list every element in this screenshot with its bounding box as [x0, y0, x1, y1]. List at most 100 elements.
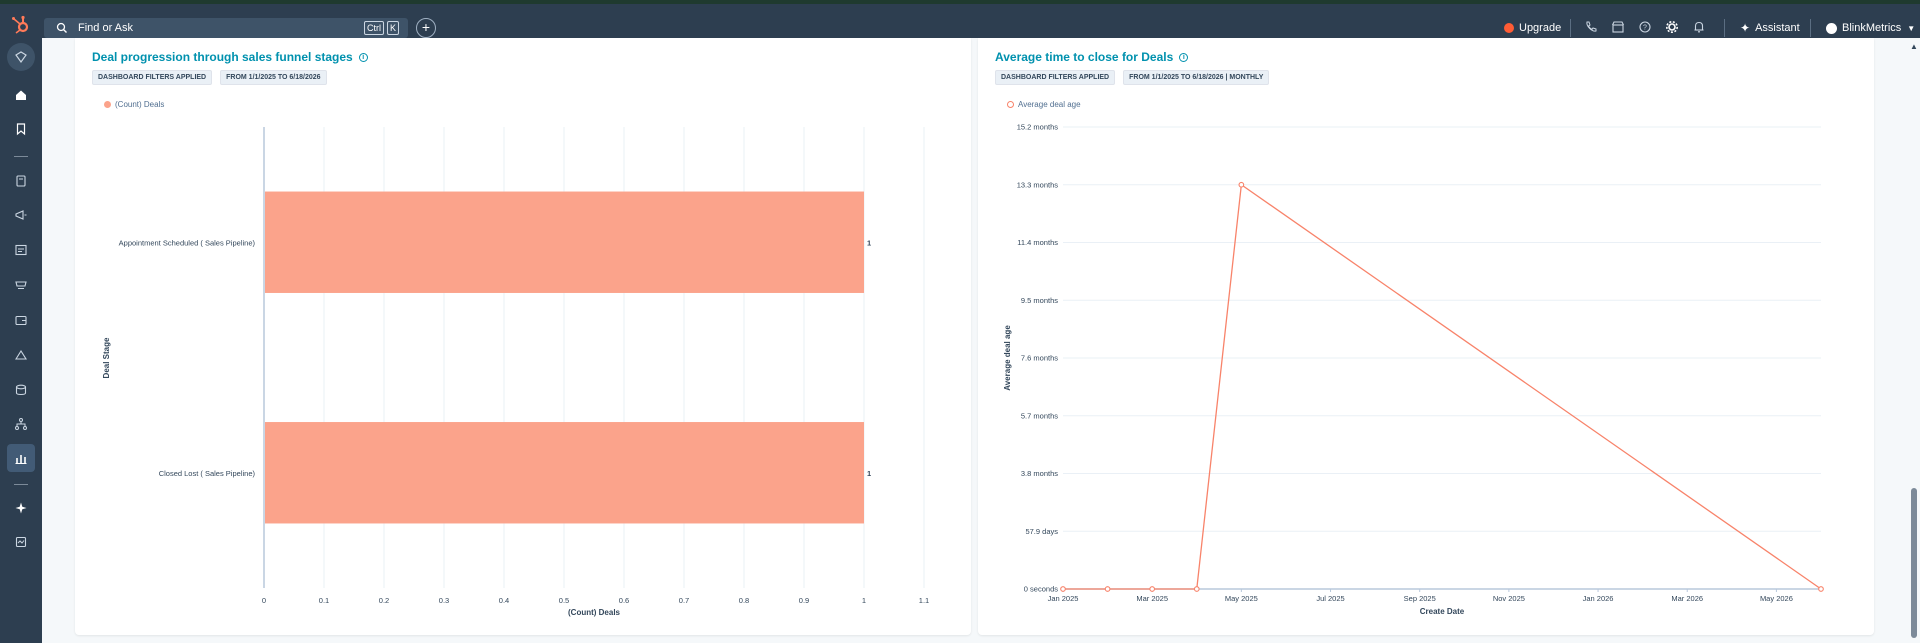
filter-tag-dashboard[interactable]: DASHBOARD FILTERS APPLIED	[995, 70, 1116, 85]
help-icon[interactable]: ?	[1638, 20, 1652, 34]
info-icon[interactable]: i	[358, 52, 368, 62]
scrollbar-thumb[interactable]	[1911, 488, 1917, 638]
bar-chart-icon	[15, 455, 27, 464]
marketplace-icon[interactable]	[1611, 20, 1625, 34]
chevron-down-icon: ▼	[1907, 23, 1916, 33]
filter-tag-date-range[interactable]: FROM 1/1/2025 TO 6/18/2026	[220, 70, 327, 85]
y-axis-title: Average deal age	[1003, 325, 1012, 391]
sidebar-item-data[interactable]	[7, 376, 35, 404]
sidebar-divider	[14, 156, 28, 157]
store-icon	[15, 281, 27, 289]
chart-legend[interactable]: (Count) Deals	[104, 100, 164, 109]
sidebar-item-sales[interactable]	[7, 306, 35, 334]
filter-tag-dashboard[interactable]: DASHBOARD FILTERS APPLIED	[92, 70, 213, 85]
report-card-deal-progression: Deal progression through sales funnel st…	[75, 38, 971, 635]
bookmark-star-icon	[15, 51, 27, 64]
x-tick-label: May 2025	[1225, 594, 1258, 603]
x-tick-label: 0.9	[799, 596, 809, 605]
x-tick-label: 0.8	[739, 596, 749, 605]
bar-chart: 0 0.1 0.2 0.3 0.4 0.5 0.6 0.7 0.8 0.9 1 1.1 Appointm…	[102, 127, 929, 617]
data-point	[1818, 586, 1824, 592]
info-icon[interactable]: i	[1179, 52, 1189, 62]
series-line	[1063, 183, 1822, 590]
sidebar-divider	[14, 484, 28, 485]
sidebar-item-bookmarks[interactable]	[7, 115, 35, 143]
create-new-button[interactable]: +	[416, 18, 436, 38]
x-tick-label: 0.2	[379, 596, 389, 605]
filter-tag-date-range[interactable]: FROM 1/1/2025 TO 6/18/2026 | MONTHLY	[1123, 70, 1270, 85]
report-title-text: Deal progression through sales funnel st…	[92, 50, 353, 64]
sidebar-item-home[interactable]	[7, 81, 35, 109]
y-tick-label: 9.5 months	[1021, 296, 1058, 305]
data-label: 1	[867, 238, 871, 247]
assistant-button[interactable]: ✦ Assistant	[1740, 19, 1800, 37]
sidebar-item-ai[interactable]	[7, 494, 35, 522]
x-tick-label: Sep 2025	[1404, 594, 1436, 603]
x-tick-label: Mar 2026	[1671, 594, 1703, 603]
sidebar-item-marketing[interactable]	[7, 201, 35, 229]
phone-icon[interactable]	[1584, 20, 1598, 34]
sparkle-icon: ✦	[1740, 21, 1751, 35]
x-tick-label: May 2026	[1760, 594, 1793, 603]
search-bar[interactable]: Find or Ask Ctrl K	[44, 18, 408, 38]
sidebar-item-service[interactable]	[7, 341, 35, 369]
sidebar-item-contacts[interactable]	[7, 167, 35, 195]
workflow-icon	[15, 418, 27, 430]
assistant-label: Assistant	[1755, 22, 1800, 34]
upgrade-label: Upgrade	[1519, 22, 1562, 34]
sidebar-item-bookmark-shortcuts[interactable]	[7, 43, 35, 71]
y-tick-label: 5.7 months	[1021, 411, 1058, 420]
report-card-average-time-to-close: Average time to close for Deals i DASHBO…	[978, 38, 1874, 635]
bar	[265, 191, 864, 293]
shortcut-k-key: K	[387, 21, 400, 35]
content-icon	[15, 244, 27, 256]
account-name: BlinkMetrics	[1842, 22, 1902, 34]
x-tick-label: Jan 2025	[1048, 594, 1079, 603]
report-title[interactable]: Deal progression through sales funnel st…	[92, 50, 368, 64]
x-tick-label: 0.4	[499, 596, 509, 605]
x-tick-label: Mar 2025	[1136, 594, 1168, 603]
page-scrollbar[interactable]: ▲	[1908, 38, 1920, 643]
dashboard-content: Deal progression through sales funnel st…	[42, 38, 1908, 643]
account-menu[interactable]: BlinkMetrics ▼	[1826, 19, 1915, 37]
x-tick-label: 0.1	[319, 596, 329, 605]
sidebar-item-more[interactable]	[7, 528, 35, 556]
data-point	[1149, 586, 1156, 592]
x-tick-label: 0.6	[619, 596, 629, 605]
sidebar-item-automation[interactable]	[7, 410, 35, 438]
scroll-up-icon[interactable]: ▲	[1910, 42, 1918, 51]
hubspot-logo-icon[interactable]	[10, 14, 32, 36]
x-tick-label: 1.1	[919, 596, 929, 605]
legend-label: Average deal age	[1018, 100, 1081, 109]
topbar-divider	[1724, 19, 1725, 37]
x-axis-title: (Count) Deals	[568, 608, 621, 617]
report-title-text: Average time to close for Deals	[995, 50, 1174, 64]
x-tick-label: 0.5	[559, 596, 569, 605]
app-switcher-icon	[15, 536, 27, 548]
line-chart: 0 seconds 57.9 days 3.8 months 5.7 months 7.…	[1003, 123, 1824, 616]
database-icon	[15, 384, 27, 396]
report-filter-tags: DASHBOARD FILTERS APPLIED FROM 1/1/2025 …	[995, 70, 1270, 85]
notifications-bell-icon[interactable]	[1692, 20, 1706, 34]
y-category-label: Closed Lost ( Sales Pipeline)	[159, 469, 256, 478]
legend-label: (Count) Deals	[115, 100, 165, 109]
upgrade-button[interactable]: Upgrade	[1504, 19, 1561, 37]
avatar	[1826, 22, 1837, 34]
wallet-icon	[15, 315, 27, 326]
y-tick-label: 57.9 days	[1025, 527, 1058, 536]
sidebar-item-reporting[interactable]	[7, 444, 35, 472]
y-tick-label: 11.4 months	[1017, 238, 1058, 247]
sidebar-item-commerce[interactable]	[7, 271, 35, 299]
settings-gear-icon[interactable]	[1665, 20, 1679, 34]
report-filter-tags: DASHBOARD FILTERS APPLIED FROM 1/1/2025 …	[92, 70, 327, 85]
bar	[265, 422, 864, 524]
y-tick-label: 7.6 months	[1021, 354, 1058, 363]
x-tick-label: Jan 2026	[1583, 594, 1614, 603]
y-tick-label: 0 seconds	[1024, 585, 1058, 594]
report-title[interactable]: Average time to close for Deals i	[995, 50, 1189, 64]
legend-swatch	[104, 101, 111, 108]
topbar-divider	[1810, 19, 1811, 37]
y-axis-title: Deal Stage	[102, 337, 111, 378]
sidebar-item-content[interactable]	[7, 236, 35, 264]
chart-legend[interactable]: Average deal age	[1007, 100, 1081, 109]
